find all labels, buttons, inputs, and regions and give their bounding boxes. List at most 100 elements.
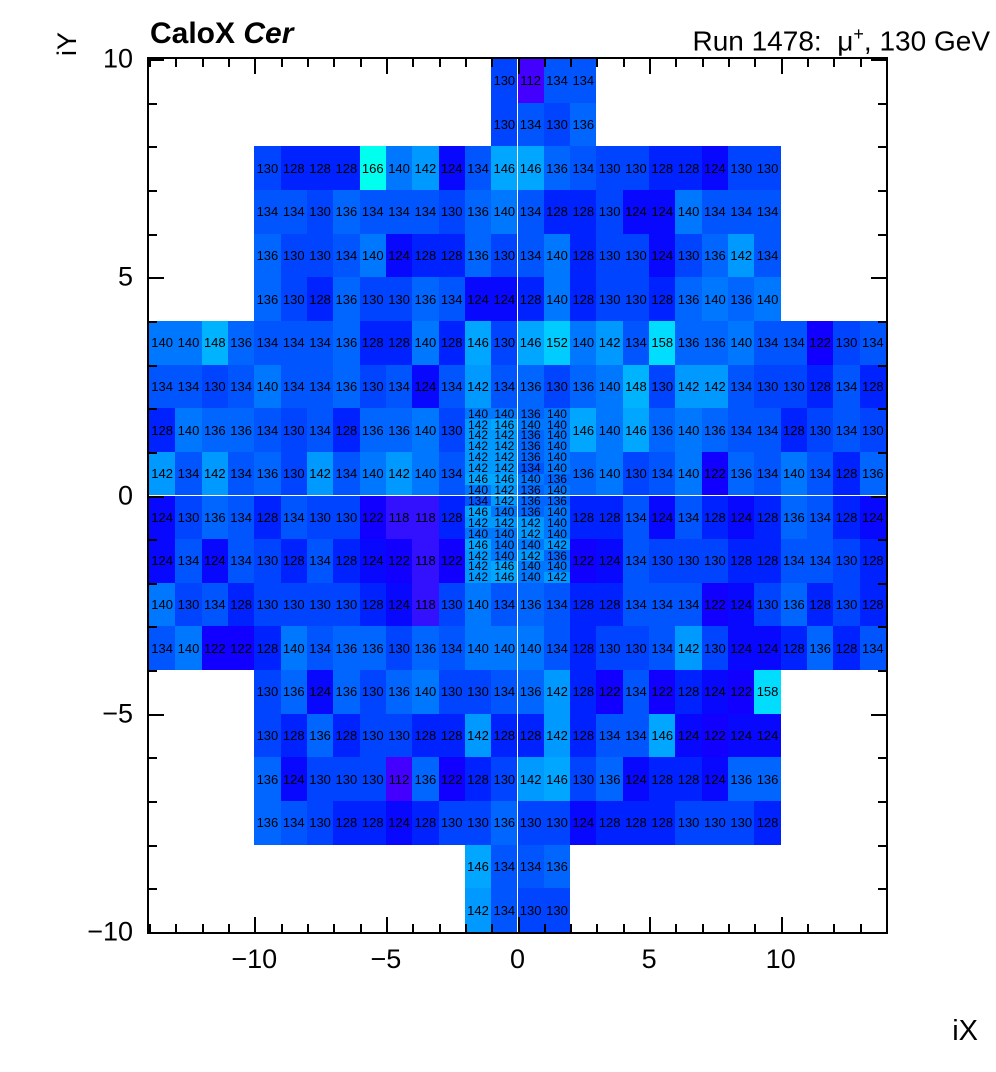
heatmap-cell: 134 (175, 539, 202, 583)
cell-value: 128 (335, 728, 358, 744)
heatmap-cell: 124 (728, 495, 755, 540)
cell-value: 134 (493, 902, 516, 918)
heatmap-cell: 128 (280, 539, 307, 583)
heatmap-cell-fine: 140 (491, 407, 518, 421)
cell-value: 124 (651, 247, 674, 263)
y-tick-right (871, 59, 886, 61)
heatmap-cell: 130 (385, 713, 413, 758)
cell-value: 140 (730, 335, 753, 351)
cell-value: 128 (651, 291, 674, 307)
cell-value: 128 (651, 771, 674, 787)
cell-value: 122 (704, 466, 726, 482)
heatmap-cell: 134 (754, 451, 781, 496)
cell-value: 140 (414, 684, 437, 700)
title-particle-charge: + (853, 24, 864, 44)
heatmap-cell: 140 (780, 451, 808, 496)
heatmap-cell: 134 (622, 670, 650, 714)
heatmap-cell: 136 (517, 670, 544, 714)
heatmap-cell: 136 (701, 320, 729, 365)
cell-value: 128 (361, 597, 384, 613)
heatmap-cell: 124 (359, 539, 386, 583)
heatmap-cell: 130 (359, 277, 386, 321)
cell-value: 122 (361, 509, 384, 525)
y-tick-label: −5 (102, 698, 133, 729)
heatmap-cell-fine: 142 (543, 538, 571, 552)
heatmap-cell: 128 (333, 539, 360, 583)
cell-value: 124 (651, 509, 674, 525)
cell-value: 130 (756, 378, 779, 394)
cell-value: 136 (467, 204, 489, 220)
heatmap-frame: 130 112 134 134 130 134 130 136 130 128 128 128 166 1… (147, 57, 888, 934)
cell-value: 142 (467, 902, 489, 918)
x-tick (754, 924, 757, 932)
y-tick (149, 320, 157, 323)
heatmap-cell: 130 (622, 277, 650, 321)
cell-value: 134 (625, 335, 647, 351)
cell-value: 130 (598, 204, 621, 220)
x-tick-top (227, 59, 230, 67)
cell-value: 122 (730, 684, 753, 700)
heatmap-cell: 130 (306, 757, 334, 802)
heatmap-cell: 134 (754, 189, 781, 234)
heatmap-cell: 142 (464, 888, 492, 932)
cell-value: 136 (256, 466, 279, 482)
cell-value: 142 (677, 378, 700, 394)
cell-value: 130 (756, 597, 779, 613)
heatmap-cell: 140 (385, 146, 413, 190)
plot-title: CaloX Cer Run 1478: μ+, 130 GeV (150, 14, 990, 56)
y-tick-right (878, 408, 886, 411)
heatmap-cell: 140 (675, 189, 702, 234)
heatmap-cell: 136 (543, 844, 571, 889)
cell-value: 134 (783, 335, 805, 351)
cell-value: 140 (151, 597, 173, 613)
cell-value: 142 (546, 570, 567, 585)
heatmap-cell-fine: 146 (491, 570, 518, 584)
heatmap-cell: 128 (622, 801, 650, 845)
cell-value: 130 (493, 771, 516, 787)
heatmap-cell: 134 (649, 451, 676, 496)
heatmap-cell: 128 (649, 801, 676, 845)
cell-value: 130 (598, 160, 621, 176)
heatmap-cell-fine: 136 (543, 549, 571, 563)
cell-value: 134 (151, 378, 173, 394)
cell-value: 134 (730, 204, 753, 220)
cell-value: 134 (546, 640, 568, 656)
heatmap-cell: 130 (491, 233, 518, 278)
heatmap-cell: 140 (728, 320, 755, 365)
heatmap-cell: 130 (807, 408, 834, 452)
heatmap-cell: 130 (438, 670, 465, 714)
heatmap-cell: 142 (675, 364, 702, 409)
heatmap-cell: 134 (333, 451, 360, 496)
cell-value: 136 (704, 247, 726, 263)
cell-value: 134 (282, 204, 305, 220)
cell-value: 130 (309, 509, 331, 525)
cell-value: 134 (177, 378, 200, 394)
cell-value: 136 (335, 291, 358, 307)
x-tick (412, 924, 415, 932)
heatmap-cell-fine: 140 (543, 428, 571, 442)
cell-value: 134 (730, 422, 753, 438)
heatmap-cell: 128 (596, 582, 623, 627)
cell-value: 130 (704, 553, 726, 569)
cell-value: 130 (309, 597, 331, 613)
x-tick (807, 924, 810, 932)
heatmap-cell-fine: 140 (517, 570, 544, 584)
heatmap-cell: 130 (622, 626, 650, 671)
y-tick (149, 582, 157, 585)
x-tick (491, 924, 494, 932)
heatmap-cell: 134 (675, 582, 702, 627)
heatmap-cell: 128 (280, 713, 307, 758)
heatmap-cell: 130 (359, 757, 386, 802)
cell-value: 136 (414, 640, 437, 656)
cell-value: 130 (335, 597, 358, 613)
cell-value: 134 (625, 553, 647, 569)
x-tick (201, 924, 204, 932)
y-tick (149, 59, 164, 61)
heatmap-cell: 122 (570, 539, 597, 583)
cell-value: 134 (309, 378, 331, 394)
cell-value: 136 (519, 378, 542, 394)
cell-value: 130 (282, 291, 305, 307)
heatmap-cell: 128 (570, 626, 597, 671)
x-tick (833, 924, 836, 932)
cell-value: 136 (414, 771, 437, 787)
